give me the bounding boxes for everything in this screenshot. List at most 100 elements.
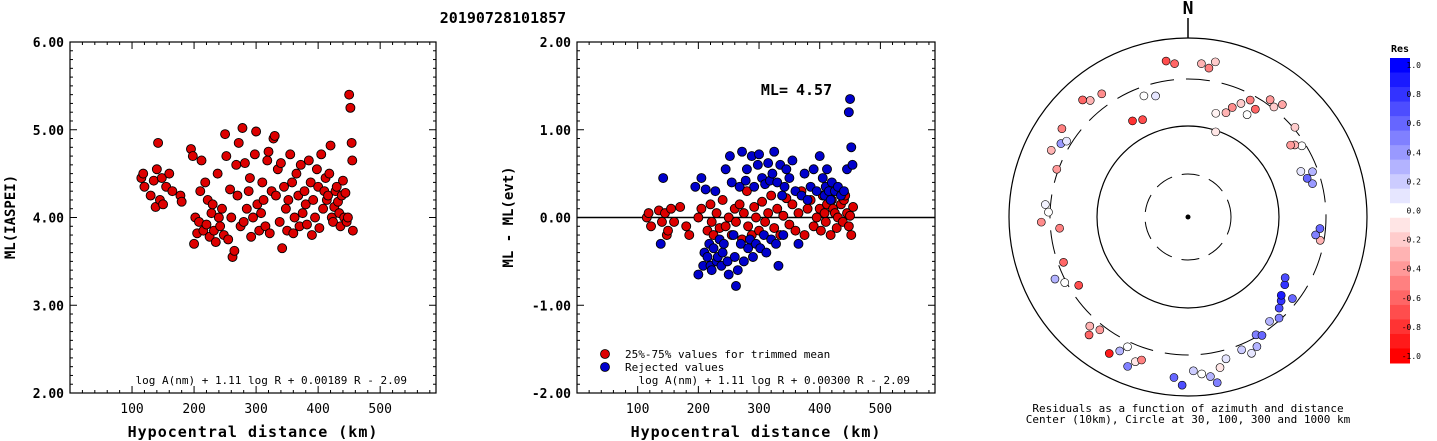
x-tick-label: 200 xyxy=(182,402,205,417)
station-marker xyxy=(1308,179,1317,188)
y-tick-label: -2.00 xyxy=(532,387,571,402)
ring-300km xyxy=(1049,78,1327,356)
station-marker xyxy=(1274,313,1284,323)
rejected-point xyxy=(761,247,772,258)
accepted-point xyxy=(277,243,288,254)
rejected-point xyxy=(696,173,707,183)
y-tick-label: -1.00 xyxy=(532,299,571,314)
accepted-point xyxy=(778,210,789,221)
accepted-point xyxy=(295,159,306,170)
rejected-point xyxy=(728,230,739,241)
accepted-point xyxy=(306,230,317,241)
accepted-point xyxy=(275,158,286,169)
accepted-point xyxy=(220,129,231,140)
colorbar-cell xyxy=(1390,203,1410,219)
caption-line-1: Residuals as a function of azimuth and d… xyxy=(1032,402,1343,415)
accepted-point xyxy=(225,184,235,195)
rejected-point xyxy=(708,243,719,254)
accepted-point xyxy=(316,149,327,160)
station-marker xyxy=(1290,122,1300,132)
accepted-point xyxy=(287,177,298,188)
station-marker xyxy=(1052,164,1062,174)
accepted-point xyxy=(271,190,281,201)
rejected-point xyxy=(846,142,857,153)
rejected-point xyxy=(748,252,758,262)
rejected-point xyxy=(845,94,856,104)
accepted-point xyxy=(201,219,212,230)
rejected-point xyxy=(731,280,741,291)
accepted-point xyxy=(741,186,752,197)
accepted-point xyxy=(731,216,741,227)
station-marker xyxy=(1237,345,1246,355)
accepted-point xyxy=(297,208,308,219)
accepted-point xyxy=(325,140,336,151)
accepted-point xyxy=(262,155,273,166)
panel2-y-axis-label: ML - ML(evt) xyxy=(501,166,517,267)
colorbar-cell xyxy=(1390,232,1410,248)
legend-label-accepted: 25%-75% values for trimmed mean xyxy=(625,348,830,361)
colorbar-label: -1.0 xyxy=(1402,352,1421,361)
accepted-point xyxy=(285,149,296,160)
x-tick-label: 300 xyxy=(747,402,770,417)
y-tick-label: 3.00 xyxy=(33,299,64,314)
accepted-point xyxy=(291,168,302,179)
station-marker xyxy=(1286,140,1295,150)
x-tick-label: 100 xyxy=(120,402,143,417)
rejected-point xyxy=(729,252,740,262)
station-marker xyxy=(1315,224,1325,233)
colorbar-label: -0.4 xyxy=(1402,265,1421,274)
accepted-point xyxy=(244,173,255,183)
accepted-point xyxy=(138,168,149,179)
accepted-point xyxy=(223,234,234,245)
panel2-x-axis-label: Hypocentral distance (km) xyxy=(631,423,882,441)
accepted-point xyxy=(200,177,211,188)
station-marker xyxy=(1311,230,1320,240)
station-marker xyxy=(1097,89,1107,99)
legend-label-rejected: Rejected values xyxy=(625,361,724,374)
station-marker xyxy=(1138,115,1147,124)
accepted-point xyxy=(815,225,826,236)
station-marker xyxy=(1206,372,1215,381)
panel2-annotation: log A(nm) + 1.11 log R + 0.00300 R - 2.0… xyxy=(638,374,910,387)
station-marker xyxy=(1221,354,1231,364)
accepted-point xyxy=(187,151,198,162)
accepted-point xyxy=(251,126,262,137)
accepted-point xyxy=(820,216,831,227)
legend-marker-rejected xyxy=(600,362,610,372)
accepted-point xyxy=(156,173,167,183)
station-marker xyxy=(1236,99,1246,108)
y-tick-label: 4.00 xyxy=(33,212,64,227)
accepted-point xyxy=(256,208,267,219)
station-marker xyxy=(1204,63,1214,73)
station-marker xyxy=(1242,110,1252,119)
rejected-point xyxy=(693,269,704,280)
accepted-point xyxy=(243,186,254,197)
station-marker xyxy=(1137,355,1146,365)
rejected-point xyxy=(793,238,804,249)
rejected-point xyxy=(787,155,798,166)
station-marker xyxy=(1212,378,1222,388)
accepted-point xyxy=(337,175,348,186)
accepted-point xyxy=(237,123,248,133)
y-tick-label: 6.00 xyxy=(33,36,64,51)
accepted-point xyxy=(311,164,322,175)
accepted-point xyxy=(260,221,271,232)
station-marker xyxy=(1265,95,1275,104)
panel1-y-ticks: 2.00 3.00 4.00 5.00 6.00 xyxy=(33,36,436,402)
accepted-point xyxy=(769,223,780,233)
ml-vs-distance-panel: 2.00 3.00 4.00 5.00 6.00 100 200 300 400 500 log… xyxy=(3,36,437,441)
colorbar-cell xyxy=(1390,72,1410,88)
accepted-point xyxy=(345,102,356,113)
station-marker xyxy=(1041,200,1050,209)
colorbar-cell xyxy=(1390,130,1410,146)
accepted-point xyxy=(207,199,218,210)
accepted-point xyxy=(696,203,707,214)
station-marker xyxy=(1308,167,1317,176)
station-marker xyxy=(1139,91,1149,101)
accepted-point xyxy=(139,181,150,192)
residual-colorbar: Res 1.0 0.8 0.6 0.4 0.2 0.0 -0.2 -0.4 -0.6 -0.8 -1… xyxy=(1390,44,1421,364)
colorbar-cell xyxy=(1390,159,1410,175)
colorbar-cell xyxy=(1390,246,1410,262)
panel1-x-ticks: 100 200 300 400 500 xyxy=(81,42,431,417)
rejected-point xyxy=(777,190,788,201)
